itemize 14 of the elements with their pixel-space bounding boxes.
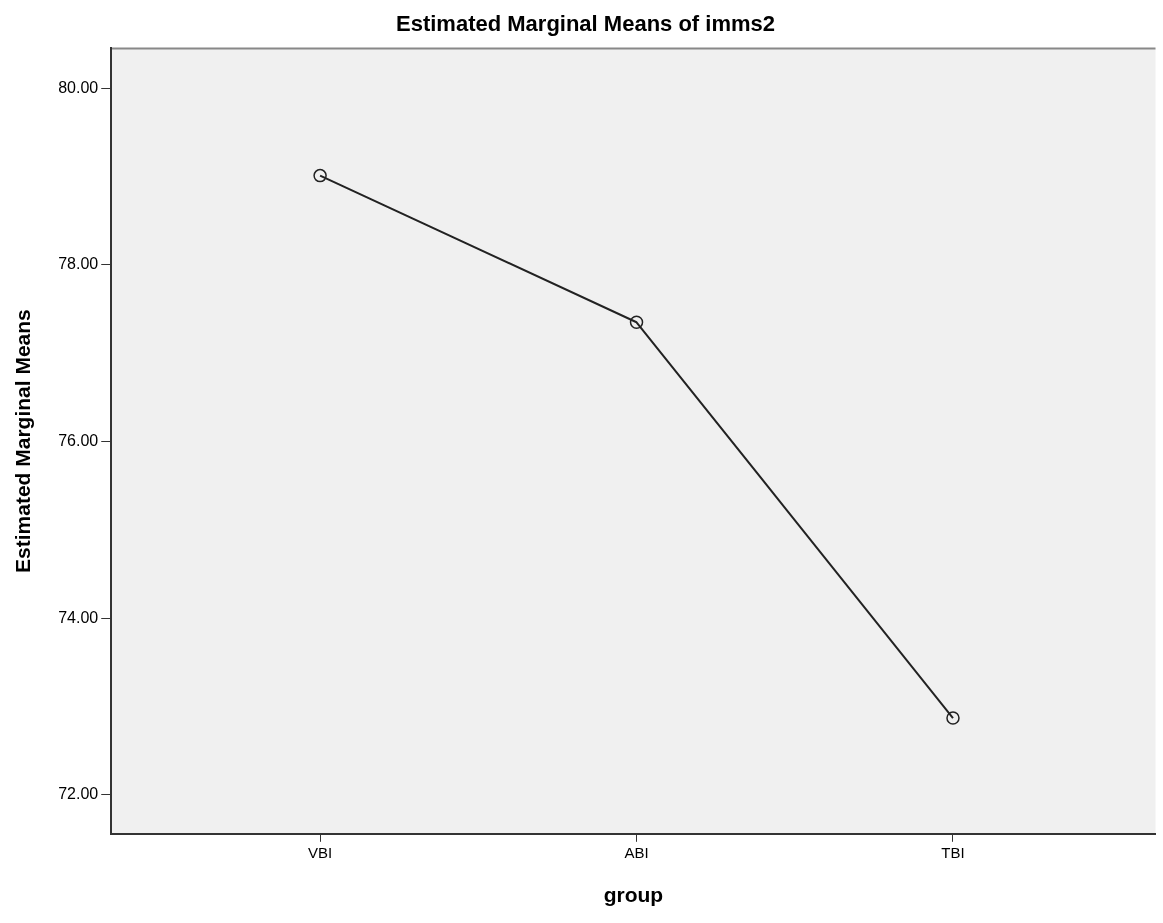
- y-axis-title: Estimated Marginal Means: [11, 309, 35, 573]
- point: [946, 711, 960, 725]
- x-axis-title: group: [603, 883, 664, 907]
- y-tick-label: 80.00: [58, 78, 99, 96]
- point: [313, 168, 327, 183]
- y-tick-label: 76.00: [58, 431, 99, 449]
- y-tick-label: 78.00: [58, 255, 99, 273]
- chart-title: Estimated Marginal Means of imms2: [396, 11, 775, 37]
- x-tick-label: ABI: [624, 843, 649, 861]
- x-tick-label: VBI: [308, 843, 333, 861]
- point: [629, 315, 644, 330]
- y-tick-label: 72.00: [58, 785, 99, 803]
- x-tick-label: TBI: [941, 843, 965, 861]
- y-tick-label: 74.00: [58, 608, 99, 626]
